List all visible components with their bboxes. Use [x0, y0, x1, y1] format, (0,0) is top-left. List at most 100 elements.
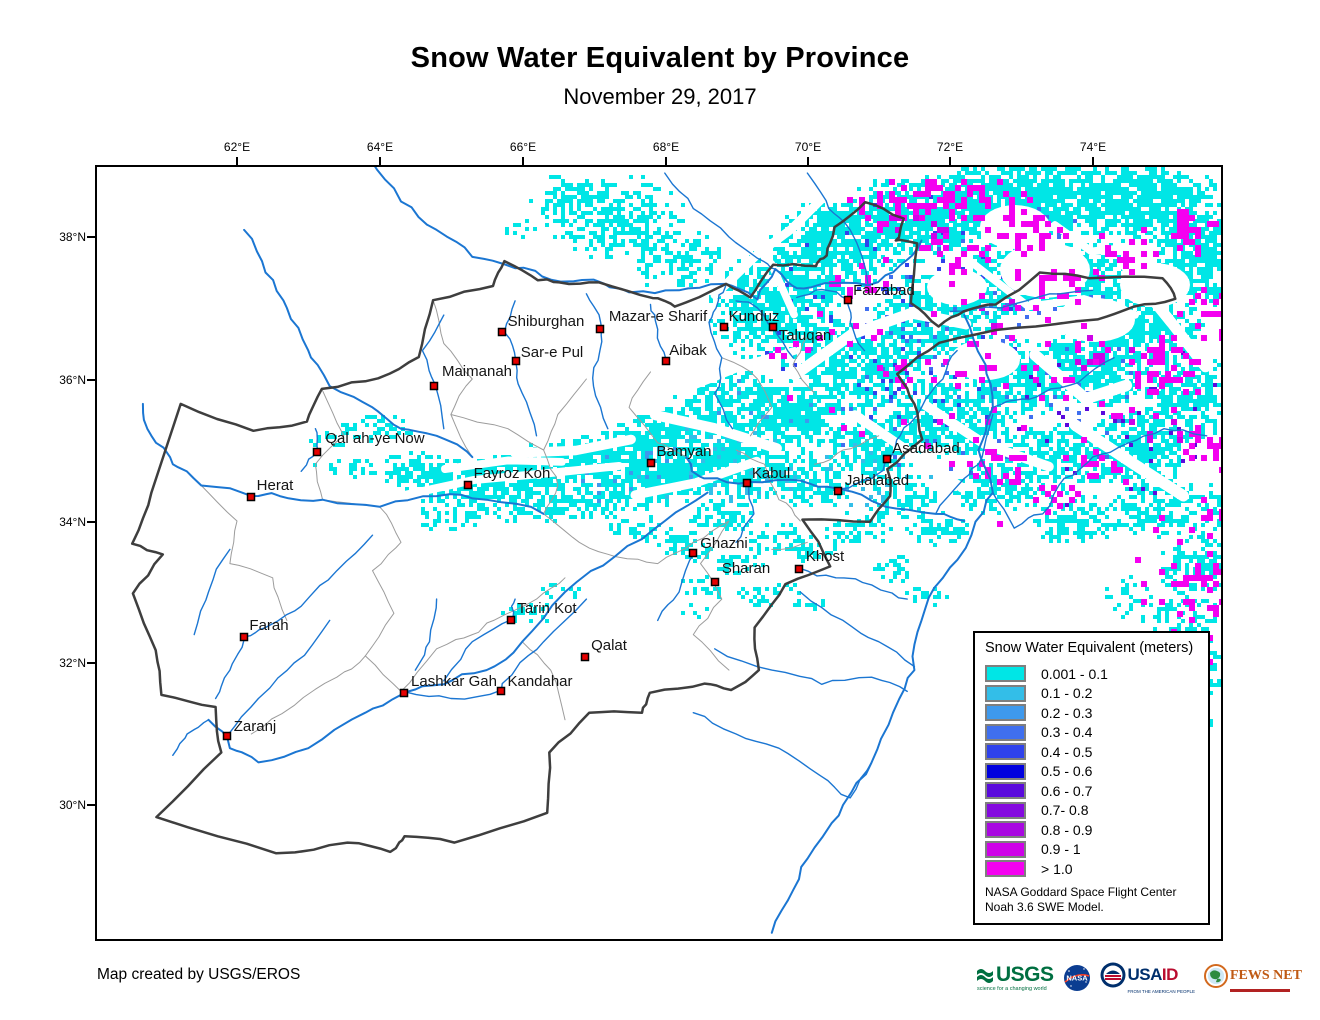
- nasa-logo: NASA: [1063, 964, 1091, 992]
- usaid-tagline: FROM THE AMERICAN PEOPLE: [1127, 989, 1195, 994]
- city-marker-icon: [399, 688, 409, 698]
- fews-globe-icon: [1203, 964, 1228, 988]
- city-tarin-kot: Tarin Kot: [506, 600, 577, 625]
- usgs-logo-top: USGS: [977, 962, 1054, 986]
- city-marker-icon: [646, 458, 656, 468]
- page-subtitle: November 29, 2017: [563, 84, 757, 109]
- city-zaranj: Zaranj: [222, 718, 276, 741]
- city-marker-icon: [843, 295, 853, 305]
- legend-label: 0.5 - 0.6: [1041, 763, 1093, 780]
- legend-swatch-icon: [985, 801, 1026, 819]
- city-marker-icon: [595, 324, 605, 334]
- river: [172, 719, 210, 756]
- city-kabul: Kabul: [742, 465, 790, 488]
- city-sharan: Sharan: [710, 560, 770, 587]
- province-boundary: [814, 435, 880, 465]
- city-kandahar: Kandahar: [496, 673, 573, 696]
- city-aibak: Aibak: [661, 342, 707, 366]
- city-marker-icon: [429, 381, 439, 391]
- lon-tick-label-74°E: 74°E: [1079, 140, 1107, 154]
- usgs-tagline: science for a changing world: [977, 985, 1047, 992]
- legend-row-5: 0.5 - 0.6: [985, 762, 1200, 782]
- province-boundary: [521, 641, 566, 721]
- river: [992, 428, 1208, 529]
- city-shiburghan: Shiburghan: [497, 313, 584, 337]
- river: [193, 548, 231, 636]
- city-marker-icon: [768, 322, 778, 332]
- province-boundary: [432, 299, 473, 458]
- lat-tick-label-34°N: 34°N: [59, 515, 86, 529]
- lat-tick-label-30°N: 30°N: [59, 798, 86, 812]
- city-marker-icon: [833, 486, 843, 496]
- province-boundary: [792, 335, 815, 394]
- river: [692, 712, 873, 799]
- logo-strip: USGS science for a changing world NASA: [977, 953, 1302, 1003]
- usgs-logo-text: USGS: [996, 962, 1054, 986]
- legend-label: 0.2 - 0.3: [1041, 704, 1093, 721]
- city-label: Kabul: [752, 465, 790, 482]
- nasa-meatball-icon: NASA: [1063, 965, 1090, 991]
- city-label: Qal ah-ye Now: [325, 430, 424, 447]
- city-label: Bamyan: [656, 443, 711, 460]
- province-boundary: [400, 619, 495, 692]
- lon-tick-mark: [1092, 157, 1094, 166]
- province-boundary: [200, 485, 288, 621]
- province-boundary: [543, 513, 730, 565]
- legend-swatch-icon: [985, 782, 1026, 800]
- river: [799, 591, 916, 668]
- city-jalalabad: Jalalabad: [833, 472, 909, 496]
- city-marker-icon: [506, 615, 516, 625]
- legend-label: 0.3 - 0.4: [1041, 724, 1093, 741]
- city-farah: Farah: [239, 617, 289, 642]
- legend-swatch-icon: [985, 821, 1026, 839]
- legend-title: Snow Water Equivalent (meters): [985, 640, 1194, 656]
- fews-net-logo: FEWS NET: [1203, 964, 1302, 992]
- city-label: Kunduz: [729, 308, 780, 325]
- province-boundary: [250, 655, 366, 735]
- legend-label: 0.7- 0.8: [1041, 802, 1089, 819]
- fews-net-bar: [1229, 989, 1290, 992]
- city-marker-icon: [222, 731, 232, 741]
- city-label: Kandahar: [507, 673, 572, 690]
- city-label: Ghazni: [700, 535, 748, 552]
- city-label: Maimanah: [442, 363, 512, 380]
- usaid-seal-icon: [1100, 962, 1126, 988]
- river: [799, 567, 908, 600]
- legend-source-line-2: Noah 3.6 SWE Model.: [985, 899, 1104, 914]
- city-label: Mazar-e Sharif: [609, 308, 708, 325]
- legend-row-9: 0.9 - 1: [985, 840, 1200, 860]
- legend-row-8: 0.8 - 0.9: [985, 820, 1200, 840]
- city-marker-icon: [710, 577, 720, 587]
- city-kunduz: Kunduz: [719, 308, 780, 332]
- lon-tick-mark: [949, 157, 951, 166]
- river: [421, 314, 445, 430]
- city-herat: Herat: [246, 477, 295, 502]
- svg-text:NASA: NASA: [1066, 974, 1088, 983]
- city-qal-ah-ye-now: Qal ah-ye Now: [312, 430, 425, 457]
- city-label: Herat: [257, 477, 295, 494]
- usaid-logo-top: USAID: [1100, 962, 1195, 988]
- city-marker-icon: [661, 356, 671, 366]
- city-label: Jalalabad: [845, 472, 909, 489]
- legend-row-0: 0.001 - 0.1: [985, 664, 1200, 684]
- city-label: Farah: [249, 617, 288, 634]
- lon-tick-mark: [522, 157, 524, 166]
- legend-swatch-icon: [985, 762, 1026, 780]
- legend-label: 0.4 - 0.5: [1041, 743, 1093, 760]
- legend-row-1: 0.1 - 0.2: [985, 684, 1200, 704]
- river: [443, 598, 516, 682]
- city-label: Lashkar Gah: [411, 673, 497, 690]
- page-title: Snow Water Equivalent by Province: [410, 42, 910, 74]
- legend-row-3: 0.3 - 0.4: [985, 723, 1200, 743]
- city-marker-icon: [688, 548, 698, 558]
- river: [735, 481, 755, 543]
- lat-tick-mark: [87, 662, 96, 664]
- legend-swatch-icon: [985, 704, 1026, 722]
- city-marker-icon: [246, 492, 256, 502]
- river: [770, 314, 994, 934]
- province-boundary: [628, 371, 687, 458]
- city-label: Sharan: [722, 560, 770, 577]
- lat-tick-mark: [87, 521, 96, 523]
- city-maimanah: Maimanah: [429, 363, 512, 391]
- lat-tick-mark: [87, 236, 96, 238]
